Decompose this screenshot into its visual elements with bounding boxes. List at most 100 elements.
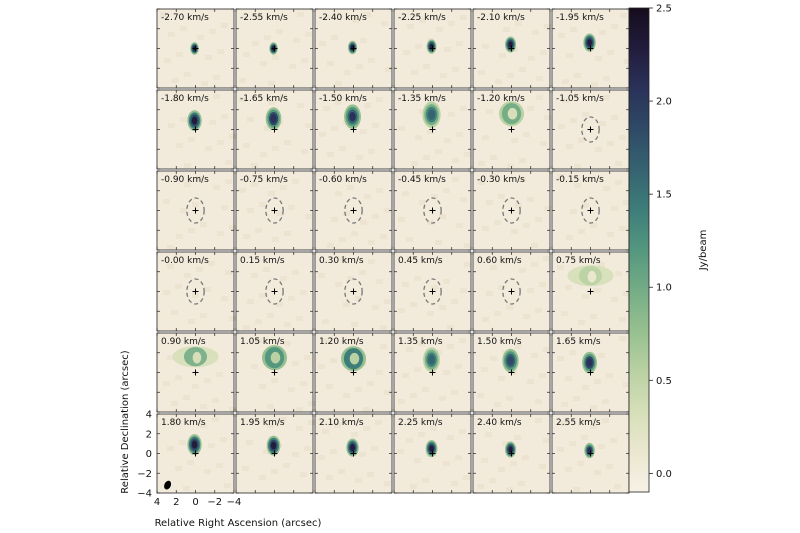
noise-patch [247, 117, 254, 122]
noise-patch [459, 338, 466, 343]
noise-patch [355, 478, 362, 483]
noise-patch [565, 467, 572, 472]
velocity-label: -0.00 km/s [161, 256, 209, 266]
noise-patch [268, 81, 275, 86]
channel-panel: 1.65 km/s [551, 332, 630, 413]
noise-patch [318, 273, 325, 278]
colorbar-tick-label: 2.5 [656, 4, 672, 15]
noise-patch [259, 384, 266, 389]
noise-patch [380, 325, 387, 330]
noise-patch [590, 223, 597, 228]
noise-patch [557, 447, 564, 452]
noise-patch [272, 237, 279, 242]
channel-panel: 0.75 km/s [551, 251, 630, 332]
x-tick-label: 0 [192, 497, 198, 508]
noise-patch [368, 58, 375, 63]
velocity-label: -1.65 km/s [240, 94, 288, 104]
velocity-label: -2.40 km/s [319, 13, 367, 23]
noise-patch [423, 64, 430, 69]
noise-patch [460, 197, 467, 202]
noise-patch [499, 53, 506, 58]
noise-patch [327, 243, 334, 248]
noise-patch [335, 100, 342, 105]
noise-patch [430, 426, 437, 431]
noise-patch [259, 475, 266, 480]
emission-contour [270, 441, 277, 450]
noise-patch [217, 140, 224, 145]
noise-patch [507, 164, 514, 169]
noise-patch [213, 185, 220, 190]
velocity-label: 1.65 km/s [556, 337, 601, 347]
noise-patch [439, 214, 446, 219]
velocity-label: 0.30 km/s [319, 256, 364, 266]
noise-patch [614, 484, 621, 489]
noise-patch [607, 141, 614, 146]
noise-patch [494, 311, 501, 316]
noise-patch [292, 270, 299, 275]
emission-hole [507, 107, 518, 120]
noise-patch [179, 440, 186, 445]
noise-patch [543, 256, 550, 261]
noise-patch [414, 367, 421, 372]
noise-patch [443, 370, 450, 375]
noise-patch [582, 294, 589, 299]
noise-patch [246, 440, 253, 445]
dashed-contour [344, 278, 363, 305]
noise-patch [606, 373, 613, 378]
noise-patch [212, 417, 219, 422]
noise-patch [581, 435, 588, 440]
noise-patch [586, 177, 593, 182]
noise-patch [502, 259, 509, 264]
noise-patch [192, 202, 199, 207]
noise-patch [326, 384, 333, 389]
noise-patch [167, 446, 174, 451]
noise-patch [368, 149, 375, 154]
noise-patch [435, 350, 442, 355]
noise-patch [427, 220, 434, 225]
velocity-label: -1.35 km/s [398, 94, 446, 104]
noise-patch [259, 293, 266, 298]
emission-hole [349, 352, 360, 365]
noise-patch [297, 12, 304, 17]
noise-patch [289, 64, 296, 69]
noise-patch [363, 407, 370, 412]
noise-patch [256, 15, 263, 20]
noise-patch [598, 444, 605, 449]
noise-patch [582, 203, 589, 208]
noise-patch [594, 288, 601, 293]
noise-patch [610, 438, 617, 443]
noise-patch [355, 296, 362, 301]
noise-patch [180, 117, 187, 122]
noise-patch [439, 305, 446, 310]
noise-patch [364, 103, 371, 108]
noise-patch [602, 399, 609, 404]
noise-patch [602, 418, 609, 423]
channel-panel: -1.50 km/s [314, 89, 393, 170]
noise-patch [406, 438, 413, 443]
noise-patch [255, 319, 262, 324]
emission-hole [270, 351, 281, 364]
noise-patch [498, 467, 505, 472]
channel-panel: -1.80 km/s [156, 89, 236, 170]
noise-patch [376, 97, 383, 102]
noise-patch [455, 455, 462, 460]
noise-patch [260, 61, 267, 66]
noise-patch [565, 285, 572, 290]
noise-patch [301, 58, 308, 63]
noise-patch [611, 297, 618, 302]
noise-patch [296, 316, 303, 321]
noise-patch [486, 200, 493, 205]
y-tick-label: 2 [146, 429, 152, 440]
noise-patch [574, 73, 581, 78]
noise-patch [243, 143, 250, 148]
beam-ellipse [164, 480, 172, 490]
noise-patch [411, 70, 418, 75]
noise-patch [280, 94, 287, 99]
noise-patch [201, 81, 208, 86]
velocity-label: -1.20 km/s [477, 94, 525, 104]
velocity-label: 1.35 km/s [398, 337, 443, 347]
noise-patch [460, 288, 467, 293]
noise-patch [422, 387, 429, 392]
dashed-contour [423, 278, 442, 305]
noise-patch [221, 205, 228, 210]
